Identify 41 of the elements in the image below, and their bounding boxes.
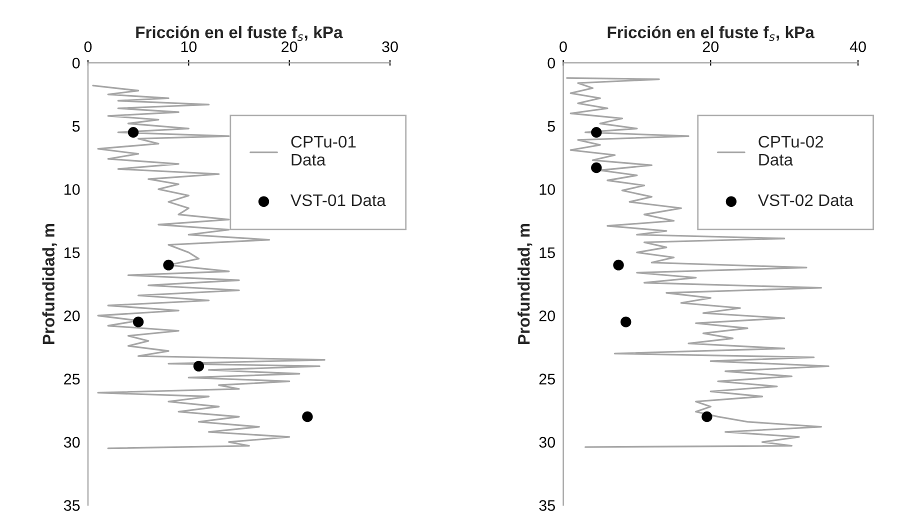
- point: [620, 316, 632, 328]
- x-tick-label: 20: [282, 41, 298, 52]
- point: [163, 260, 174, 270]
- y-tick-label: 25: [539, 374, 555, 385]
- y-tick-label: 15: [540, 247, 555, 258]
- y-tick-label: 30: [539, 436, 556, 448]
- y-tick-label: 20: [539, 310, 556, 322]
- y-tick-label: 30: [64, 436, 80, 448]
- y-tick-label: 0: [72, 58, 80, 69]
- point: [613, 260, 624, 270]
- y-tick-label: 5: [72, 121, 80, 132]
- x-tick-label: 20: [702, 41, 719, 52]
- legend-label: CPTu-01 Data: [291, 136, 356, 166]
- y-tick-label: 35: [64, 500, 80, 511]
- x-tick-label: 30: [382, 41, 398, 52]
- y-tick-label: 25: [64, 374, 80, 385]
- point: [591, 126, 602, 138]
- y-axis-title: Profundidad, m: [518, 224, 532, 344]
- x-axis-title: Fricción en el fuste f$_{s}$, kPa: [608, 26, 814, 41]
- y-axis-title: Profundidad, m: [42, 224, 57, 344]
- point: [193, 360, 204, 372]
- point: [128, 126, 139, 138]
- y-tick-label: 10: [64, 184, 80, 195]
- y-tick-label: 0: [548, 58, 556, 69]
- point: [702, 411, 712, 422]
- y-tick-label: 15: [64, 247, 80, 258]
- point: [132, 316, 144, 328]
- x-tick-label: 10: [181, 41, 197, 52]
- point: [302, 411, 313, 422]
- legend-label: VST-02 Data: [758, 194, 854, 206]
- y-tick-label: 20: [64, 310, 80, 322]
- x-tick-label: 0: [560, 41, 567, 52]
- x-tick-label: 40: [850, 41, 866, 52]
- legend-label: CPTu-02 Data: [758, 136, 824, 166]
- x-tick-label: 0: [84, 41, 92, 52]
- y-tick-label: 10: [540, 184, 556, 195]
- x-axis-title: Fricción en el fuste f$_{s}$, kPa: [136, 26, 343, 41]
- y-tick-label: 35: [539, 500, 555, 511]
- y-tick-label: 5: [548, 121, 555, 132]
- legend-label: VST-01 Data: [290, 194, 386, 206]
- point: [591, 162, 602, 174]
